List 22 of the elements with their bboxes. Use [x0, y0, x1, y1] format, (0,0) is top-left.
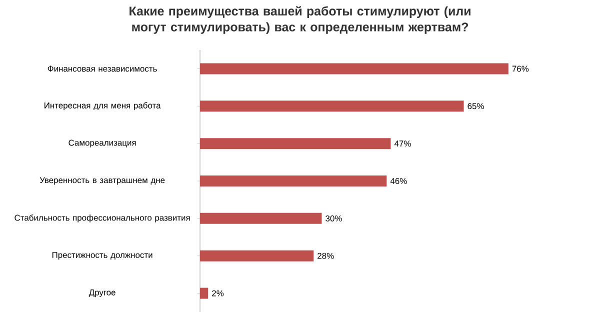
data-label: 46% [390, 178, 407, 184]
y-tick-label: Самореализация [68, 140, 136, 148]
bar [200, 250, 314, 262]
y-tick-label: Уверенность в завтрашнем дне [40, 177, 165, 185]
y-tick-label: Престижность должности [52, 252, 152, 260]
bar [200, 63, 508, 74]
y-tick-label: Интересная для меня работа [44, 102, 161, 110]
data-label: 2% [212, 290, 224, 296]
y-tick-label: Другое [88, 289, 116, 298]
data-label: 47% [394, 140, 411, 147]
data-label: 30% [326, 215, 342, 222]
y-tick-label: Финансовая независимость [48, 66, 157, 72]
bar [200, 288, 208, 299]
chart-title: Какие преимущества вашей работы стимулируют (или могут стимулировать) вас к определенным жертвам? [130, 6, 470, 34]
bar [200, 212, 322, 224]
data-label: 28% [318, 252, 334, 259]
data-label: 65% [468, 103, 484, 110]
data-label: 76% [512, 66, 529, 72]
bar [200, 138, 391, 150]
y-tick-label: Стабильность профессионального развития [14, 214, 190, 222]
bar [200, 100, 464, 112]
bar [200, 176, 387, 187]
